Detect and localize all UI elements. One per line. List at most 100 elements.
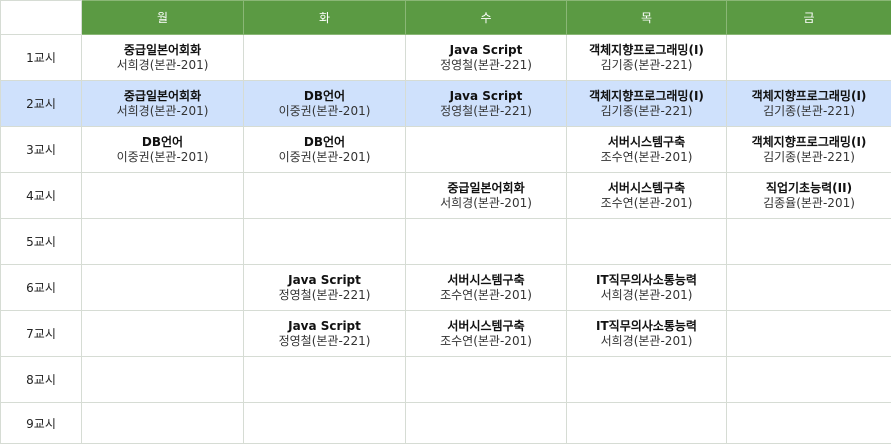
timetable-cell-thu[interactable]: 객체지향프로그래밍(I) 김기종(본관-221)	[566, 80, 727, 127]
course-title: 객체지향프로그래밍(I)	[751, 135, 867, 149]
header-day-tue: 화	[243, 0, 406, 35]
timetable-cell-thu	[566, 218, 727, 265]
timetable-cell-fri	[726, 310, 891, 357]
period-label: 4교시	[0, 172, 82, 219]
course-instructor-room: 이중권(본관-201)	[278, 150, 371, 164]
timetable-cell-tue[interactable]: DB언어 이중권(본관-201)	[243, 126, 406, 173]
course-title: Java Script	[288, 273, 361, 287]
course-instructor-room: 정영철(본관-221)	[278, 288, 371, 302]
timetable-cell-thu[interactable]: IT직무의사소통능력 서희경(본관-201)	[566, 310, 727, 357]
timetable-cell-wed[interactable]: 서버시스템구축 조수연(본관-201)	[405, 264, 567, 311]
timetable-cell-tue	[243, 172, 406, 219]
course-instructor-room: 서희경(본관-201)	[116, 104, 209, 118]
timetable-cell-mon	[81, 218, 244, 265]
timetable-cell-tue	[243, 402, 406, 444]
timetable-cell-wed[interactable]: 서버시스템구축 조수연(본관-201)	[405, 310, 567, 357]
course-instructor-room: 이중권(본관-201)	[278, 104, 371, 118]
course-title: 서버시스템구축	[447, 319, 525, 333]
period-row: 3교시 DB언어 이중권(본관-201) DB언어 이중권(본관-201) 서버시스템구축…	[0, 126, 891, 173]
timetable-cell-wed	[405, 356, 567, 403]
course-title: DB언어	[303, 89, 346, 103]
timetable-cell-tue[interactable]: Java Script 정영철(본관-221)	[243, 310, 406, 357]
timetable-cell-mon[interactable]: 중급일본어회화 서희경(본관-201)	[81, 80, 244, 127]
timetable-cell-wed[interactable]: Java Script 정영철(본관-221)	[405, 80, 567, 127]
timetable-cell-mon	[81, 310, 244, 357]
course-title: 중급일본어회화	[123, 89, 202, 103]
timetable-cell-wed	[405, 402, 567, 444]
timetable-cell-mon[interactable]: DB언어 이중권(본관-201)	[81, 126, 244, 173]
period-row: 7교시 Java Script 정영철(본관-221) 서버시스템구축 조수연(본관-2…	[0, 310, 891, 357]
timetable-cell-mon	[81, 356, 244, 403]
period-label: 3교시	[0, 126, 82, 173]
period-row: 5교시	[0, 218, 891, 265]
timetable-cell-wed	[405, 218, 567, 265]
course-title: Java Script	[449, 43, 523, 57]
period-row: 6교시 Java Script 정영철(본관-221) 서버시스템구축 조수연(본관-2…	[0, 264, 891, 311]
course-instructor-room: 김기종(본관-221)	[600, 104, 693, 118]
course-title: IT직무의사소통능력	[596, 319, 697, 333]
course-instructor-room: 서희경(본관-201)	[600, 334, 693, 348]
course-title: 서버시스템구축	[447, 273, 525, 287]
course-instructor-room: 정영철(본관-221)	[440, 58, 532, 72]
header-row: 월 화 수 목 금	[0, 0, 891, 35]
timetable-cell-fri[interactable]: 객체지향프로그래밍(I) 김기종(본관-221)	[726, 80, 891, 127]
course-instructor-room: 이중권(본관-201)	[116, 150, 209, 164]
course-instructor-room: 김기종(본관-221)	[763, 150, 855, 164]
timetable-cell-tue	[243, 218, 406, 265]
timetable-cell-wed[interactable]: Java Script 정영철(본관-221)	[405, 34, 567, 81]
course-title: DB언어	[141, 135, 184, 149]
header-day-fri: 금	[726, 0, 891, 35]
course-instructor-room: 김기종(본관-221)	[600, 58, 693, 72]
period-label: 5교시	[0, 218, 82, 265]
course-title: 중급일본어회화	[447, 181, 525, 195]
course-title: 객체지향프로그래밍(I)	[751, 89, 867, 103]
timetable-cell-fri[interactable]: 직업기초능력(II) 김종율(본관-201)	[726, 172, 891, 219]
course-instructor-room: 서희경(본관-201)	[440, 196, 532, 210]
timetable-cell-thu[interactable]: 객체지향프로그래밍(I) 김기종(본관-221)	[566, 34, 727, 81]
period-label: 1교시	[0, 34, 82, 81]
timetable-cell-mon	[81, 402, 244, 444]
period-label: 7교시	[0, 310, 82, 357]
course-title: 객체지향프로그래밍(I)	[589, 43, 704, 57]
header-day-wed: 수	[405, 0, 567, 35]
period-label: 6교시	[0, 264, 82, 311]
course-instructor-room: 조수연(본관-201)	[600, 150, 693, 164]
course-title: 서버시스템구축	[607, 135, 686, 149]
course-title: IT직무의사소통능력	[596, 273, 697, 287]
course-instructor-room: 서희경(본관-201)	[600, 288, 693, 302]
course-title: Java Script	[449, 89, 523, 103]
timetable-cell-thu[interactable]: IT직무의사소통능력 서희경(본관-201)	[566, 264, 727, 311]
timetable-cell-mon[interactable]: 중급일본어회화 서희경(본관-201)	[81, 34, 244, 81]
timetable-cell-fri	[726, 356, 891, 403]
timetable-cell-fri[interactable]: 객체지향프로그래밍(I) 김기종(본관-221)	[726, 126, 891, 173]
course-title: 서버시스템구축	[607, 181, 686, 195]
timetable-cell-wed	[405, 126, 567, 173]
timetable-cell-tue	[243, 34, 406, 81]
course-instructor-room: 조수연(본관-201)	[600, 196, 693, 210]
timetable-cell-tue	[243, 356, 406, 403]
header-corner	[0, 0, 82, 35]
timetable-cell-tue[interactable]: Java Script 정영철(본관-221)	[243, 264, 406, 311]
header-day-mon: 월	[81, 0, 244, 35]
period-row: 1교시 중급일본어회화 서희경(본관-201) Java Script 정영철(본관-2…	[0, 34, 891, 81]
period-label: 8교시	[0, 356, 82, 403]
period-label: 9교시	[0, 402, 82, 444]
course-title: 객체지향프로그래밍(I)	[589, 89, 704, 103]
timetable-cell-fri	[726, 402, 891, 444]
timetable-cell-thu[interactable]: 서버시스템구축 조수연(본관-201)	[566, 126, 727, 173]
timetable-cell-tue[interactable]: DB언어 이중권(본관-201)	[243, 80, 406, 127]
timetable-cell-mon	[81, 172, 244, 219]
course-title: DB언어	[303, 135, 346, 149]
course-title: 직업기초능력(II)	[765, 181, 853, 195]
course-instructor-room: 김종율(본관-201)	[763, 196, 855, 210]
period-row: 8교시	[0, 356, 891, 403]
timetable-cell-thu	[566, 402, 727, 444]
course-instructor-room: 서희경(본관-201)	[116, 58, 209, 72]
timetable-cell-wed[interactable]: 중급일본어회화 서희경(본관-201)	[405, 172, 567, 219]
period-row: 9교시	[0, 402, 891, 444]
timetable-cell-mon	[81, 264, 244, 311]
timetable-cell-thu[interactable]: 서버시스템구축 조수연(본관-201)	[566, 172, 727, 219]
timetable-header: 월 화 수 목 금	[0, 0, 891, 35]
course-instructor-room: 정영철(본관-221)	[440, 104, 532, 118]
